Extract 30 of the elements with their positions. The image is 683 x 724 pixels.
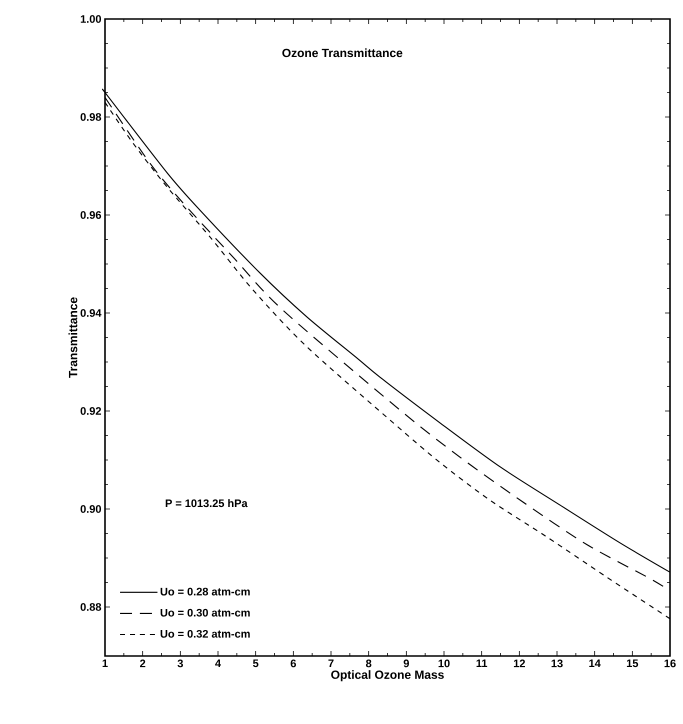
annotation: P = 1013.25 hPa xyxy=(166,499,248,508)
x-tick-label: 4 xyxy=(215,660,221,668)
x-tick-label: 1 xyxy=(102,660,108,668)
y-tick-label: 1.00 xyxy=(80,15,102,23)
x-tick-label: 14 xyxy=(589,660,601,668)
x-tick-label: 9 xyxy=(404,660,409,668)
x-axis-title: Optical Ozone Mass xyxy=(331,670,444,682)
text: Ozone Transmittance xyxy=(282,48,402,58)
y-tick-label: 0.90 xyxy=(80,505,102,513)
legend-label: Uo = 0.30 atm-cm xyxy=(160,608,250,617)
y-tick-label: 0.94 xyxy=(80,309,102,317)
legend-label: Uo = 0.32 atm-cm xyxy=(160,630,250,638)
y-tick-label: 0.88 xyxy=(80,603,102,611)
y-tick-label: 0.92 xyxy=(80,407,102,415)
x-tick-label: 12 xyxy=(514,660,525,668)
x-tick-label: 3 xyxy=(178,660,183,668)
x-tick-label: 13 xyxy=(552,660,563,668)
x-tick-label: 8 xyxy=(366,660,372,668)
x-tick-label: 6 xyxy=(290,660,296,668)
y-tick-label: 0.98 xyxy=(80,113,102,121)
x-tick-label: 16 xyxy=(664,660,676,668)
x-tick-label: 7 xyxy=(328,660,334,668)
y-tick-label: 0.96 xyxy=(80,211,102,219)
legend-label: Uo = 0.28 atm-cm xyxy=(160,588,250,596)
x-tick-label: 5 xyxy=(252,660,258,668)
x-tick-label: 11 xyxy=(476,660,488,668)
x-tick-label: 2 xyxy=(140,660,146,668)
x-tick-label: 10 xyxy=(438,660,450,668)
x-tick-label: 15 xyxy=(626,660,638,668)
y-axis-title: Transmittance xyxy=(68,297,78,378)
